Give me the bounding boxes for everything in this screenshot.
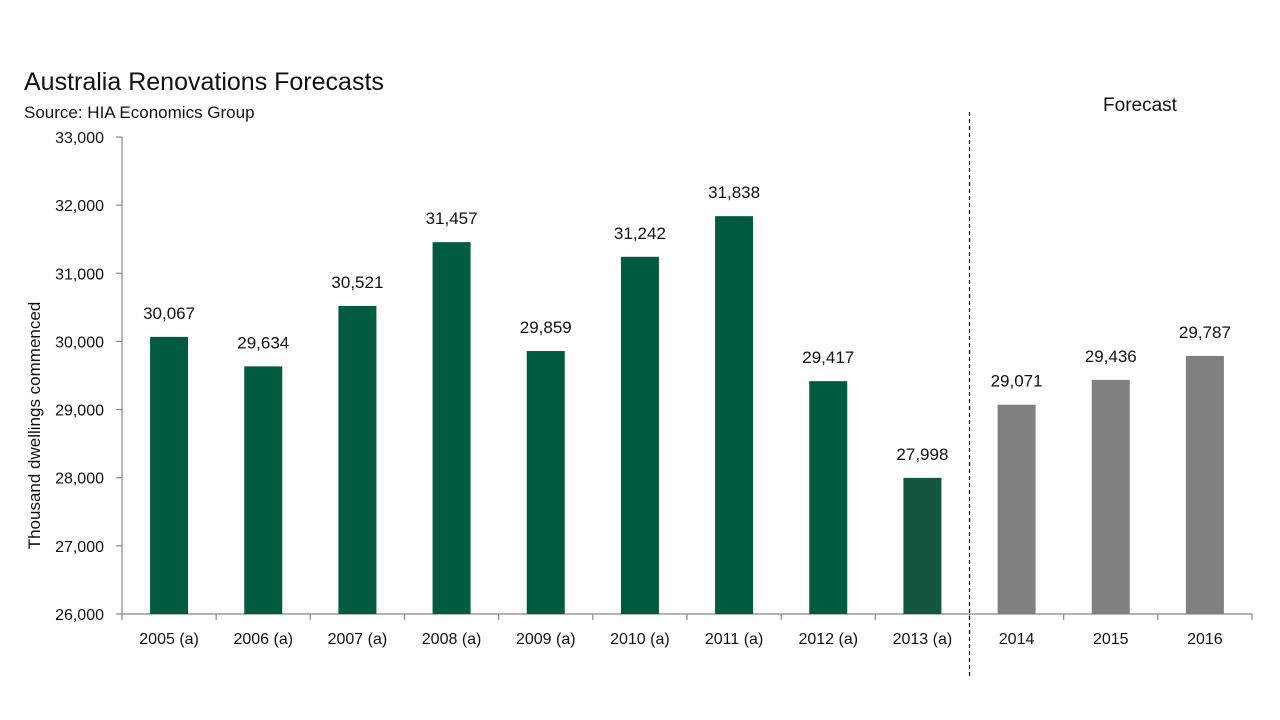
bar bbox=[526, 351, 565, 614]
y-tick-label: 32,000 bbox=[55, 198, 104, 215]
y-tick-label: 33,000 bbox=[55, 130, 104, 147]
data-label: 29,071 bbox=[991, 372, 1043, 391]
y-tick-label: 27,000 bbox=[55, 539, 104, 556]
data-label: 31,838 bbox=[708, 183, 760, 202]
bar bbox=[338, 305, 377, 614]
x-category-label: 2016 bbox=[1187, 631, 1223, 648]
x-category-label: 2005 (a) bbox=[139, 631, 199, 648]
chart-title: Australia Renovations Forecasts bbox=[24, 68, 384, 96]
bar bbox=[432, 242, 471, 615]
data-label: 30,521 bbox=[331, 273, 383, 292]
x-category-label: 2009 (a) bbox=[516, 631, 576, 648]
bar bbox=[150, 336, 189, 614]
y-tick-label: 29,000 bbox=[55, 403, 104, 420]
data-label: 29,634 bbox=[237, 333, 289, 352]
data-label: 31,242 bbox=[614, 224, 666, 243]
x-category-label: 2007 (a) bbox=[328, 631, 388, 648]
x-category-label: 2013 (a) bbox=[893, 631, 953, 648]
y-tick-label: 31,000 bbox=[55, 266, 104, 283]
x-category-label: 2008 (a) bbox=[422, 631, 482, 648]
bar bbox=[244, 366, 283, 614]
data-label: 27,998 bbox=[896, 445, 948, 464]
bar bbox=[903, 477, 942, 614]
x-category-label: 2012 (a) bbox=[798, 631, 858, 648]
bar bbox=[620, 256, 659, 614]
bar bbox=[997, 404, 1036, 614]
data-label: 29,787 bbox=[1179, 323, 1231, 342]
forecast-label: Forecast bbox=[1103, 95, 1178, 116]
bar bbox=[1185, 355, 1224, 614]
data-label: 29,859 bbox=[520, 318, 572, 337]
y-tick-label: 26,000 bbox=[55, 607, 104, 624]
y-tick-label: 30,000 bbox=[55, 334, 104, 351]
bar bbox=[809, 381, 848, 614]
y-tick-label: 28,000 bbox=[55, 471, 104, 488]
data-label: 29,436 bbox=[1085, 347, 1137, 366]
data-label: 30,067 bbox=[143, 304, 195, 323]
y-axis-title: Thousand dwellings commenced bbox=[25, 302, 44, 550]
data-label: 31,457 bbox=[426, 209, 478, 228]
x-category-label: 2014 bbox=[999, 631, 1035, 648]
bar bbox=[1091, 379, 1130, 614]
x-category-label: 2011 (a) bbox=[705, 631, 763, 648]
x-category-label: 2015 bbox=[1093, 631, 1129, 648]
chart-subtitle: Source: HIA Economics Group bbox=[24, 103, 255, 122]
bar bbox=[715, 216, 754, 614]
data-label: 29,417 bbox=[802, 348, 854, 367]
x-category-label: 2006 (a) bbox=[233, 631, 293, 648]
x-category-label: 2010 (a) bbox=[610, 631, 670, 648]
